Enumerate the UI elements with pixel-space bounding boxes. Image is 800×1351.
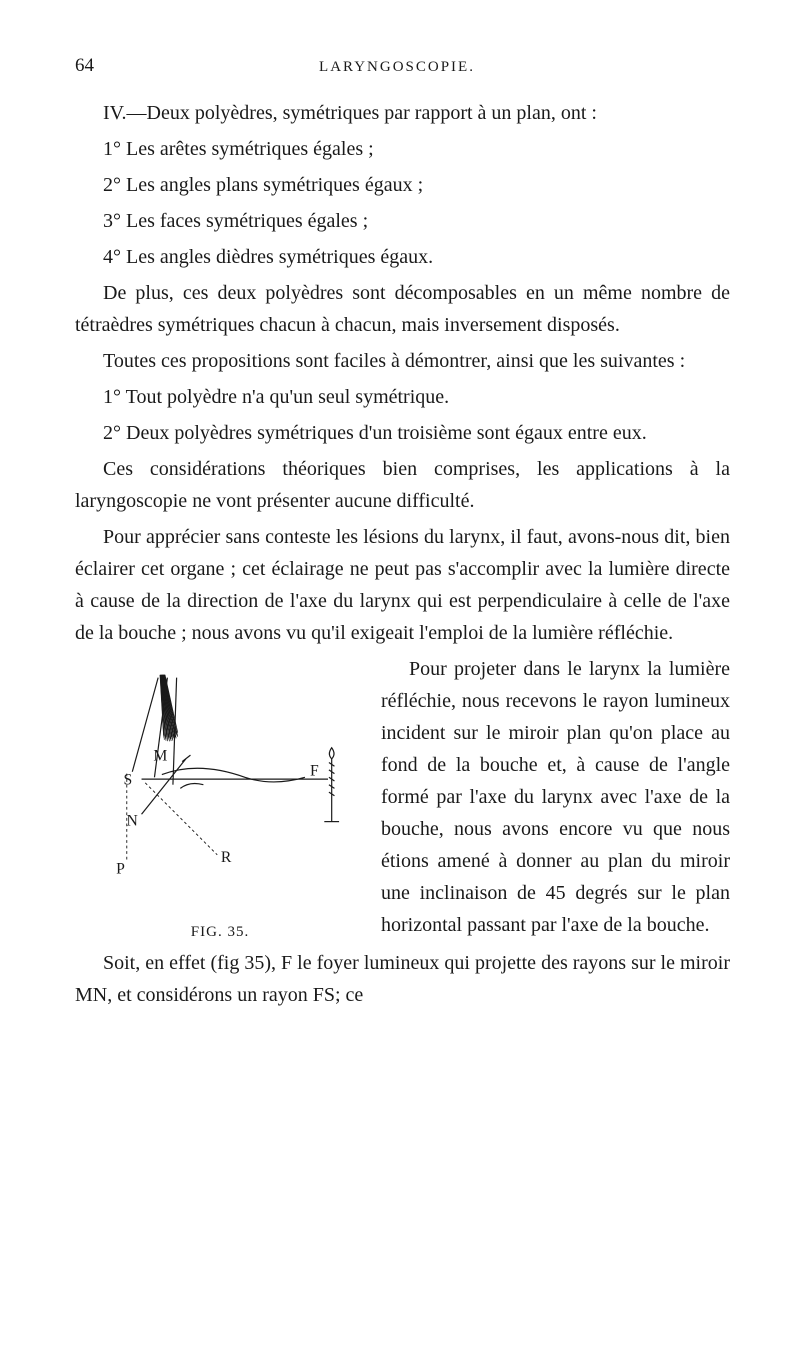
figure-35: M S N P R F FIG. 35. [75,661,365,941]
paragraph: Toutes ces propositions sont faciles à d… [75,345,730,377]
paragraph: 3° Les faces symétriques égales ; [75,205,730,237]
svg-text:R: R [221,849,232,866]
paragraph: 2° Les angles plans symétriques égaux ; [75,169,730,201]
figure-text-wrap: MSNPRF FIG. 35. Pour projeter dans le la… [75,653,730,941]
running-head: LARYNGOSCOPIE. [94,59,700,76]
paragraph: 4° Les angles dièdres symétriques égaux. [75,241,730,273]
svg-text:P: P [116,860,125,877]
page-number: 64 [75,55,94,77]
svg-text:F: F [310,762,319,779]
paragraph: Pour apprécier sans conteste les lésions… [75,521,730,649]
page-header: 64 LARYNGOSCOPIE. [75,55,730,77]
paragraph: 1° Tout polyèdre n'a qu'un seul symétriq… [75,381,730,413]
svg-text:M: M [153,748,167,765]
paragraph: 1° Les arêtes symétriques égales ; [75,133,730,165]
svg-text:S: S [124,772,133,789]
paragraph: 2° Deux polyèdres symétriques d'un trois… [75,417,730,449]
paragraph: De plus, ces deux polyèdres sont décompo… [75,277,730,341]
figure-35-diagram: M S N P R F [75,661,365,901]
figure-caption: FIG. 35. [191,924,249,941]
paragraph: Ces considérations théoriques bien compr… [75,453,730,517]
paragraph: IV.—Deux polyèdres, symétriques par rapp… [75,97,730,129]
svg-text:N: N [127,812,138,829]
paragraph: Soit, en effet (fig 35), F le foyer lumi… [75,947,730,1011]
page: 64 LARYNGOSCOPIE. IV.—Deux polyèdres, sy… [0,0,800,1065]
